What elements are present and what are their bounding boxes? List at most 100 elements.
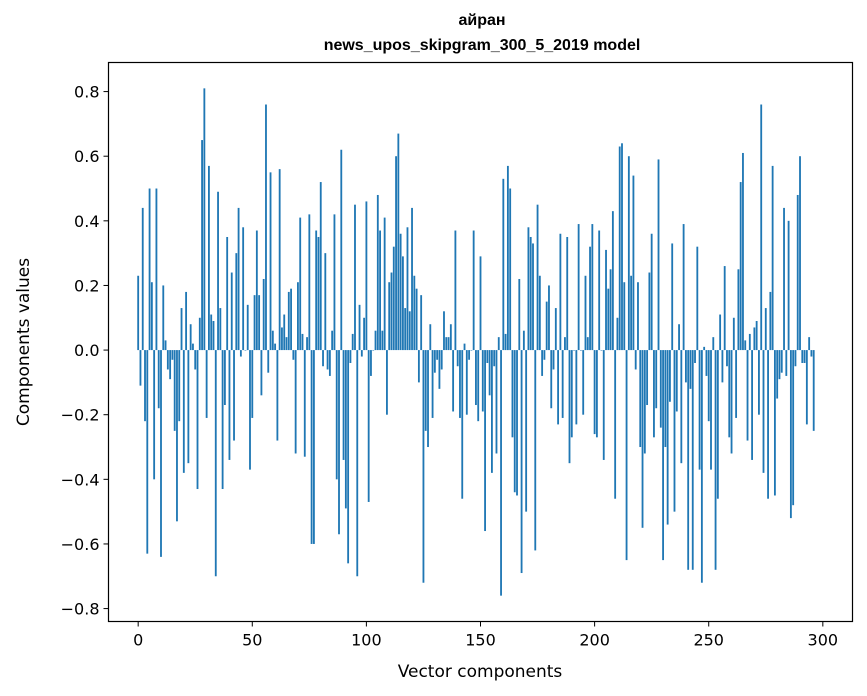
bar-203 [600,350,603,351]
bar-193 [577,224,580,351]
x-tick-label-0: 0 [133,631,143,650]
bar-119 [408,311,411,351]
bar-247 [700,350,703,583]
bar-239 [682,224,685,351]
bar-267 [746,350,749,441]
bar-149 [477,350,480,422]
bar-200 [593,350,596,435]
bar-135 [445,337,448,351]
bar-4 [146,350,149,554]
bar-126 [424,350,427,431]
bar-114 [397,133,400,351]
bar-104 [374,330,377,351]
bar-137 [449,324,452,351]
bar-136 [447,337,450,351]
bar-187 [564,337,566,351]
bar-235 [673,350,676,512]
bar-75 [308,214,311,351]
bar-285 [787,220,790,351]
bar-71 [299,217,302,351]
bar-194 [580,350,582,351]
bar-16 [173,350,176,431]
bar-214 [625,350,628,561]
bar-80 [319,182,322,351]
bar-292 [803,350,806,363]
y-tick-label-7: 0.6 [74,147,99,166]
bar-277 [769,291,772,351]
bar-3 [144,350,146,422]
bar-63 [281,327,283,351]
bars-group [137,88,815,596]
y-tick-label-8: 0.8 [74,83,99,102]
bar-131 [436,350,439,360]
bar-141 [459,350,461,418]
bar-182 [552,350,555,370]
bar-269 [751,350,753,460]
bar-25 [194,350,197,370]
bar-287 [792,350,795,506]
bar-20 [182,350,185,473]
bar-102 [370,350,372,376]
bar-14 [169,350,172,380]
bar-120 [411,207,413,351]
bar-8 [155,188,158,351]
bar-12 [164,340,167,351]
bar-254 [716,350,719,499]
bar-150 [479,256,482,351]
bar-230 [662,350,664,561]
bar-220 [639,350,642,448]
bar-19 [180,308,183,351]
bar-50 [251,350,254,418]
bar-156 [493,350,496,367]
bar-95 [354,204,356,351]
bar-147 [472,230,475,351]
bar-129 [431,350,434,418]
bar-33 [212,321,215,351]
bar-57 [267,350,270,373]
bar-264 [739,182,742,351]
bar-41 [230,272,233,351]
bar-278 [771,165,774,351]
bar-246 [698,350,701,470]
bar-17 [176,350,178,522]
bar-73 [303,350,306,457]
bar-234 [671,243,674,351]
bar-282 [780,350,783,373]
bar-227 [655,350,658,409]
bar-163 [509,188,512,351]
bar-105 [376,194,379,351]
bar-179 [545,301,548,351]
bar-79 [317,236,320,351]
bar-108 [383,217,386,351]
bar-280 [776,350,779,399]
bar-248 [703,346,706,351]
bar-289 [796,194,799,351]
bar-211 [618,146,621,351]
bar-165 [513,350,516,493]
bar-109 [386,350,388,415]
bar-255 [719,314,722,351]
bar-65 [285,337,288,351]
bar-191 [573,350,575,351]
bar-46 [242,227,245,351]
bar-213 [623,282,626,351]
bar-139 [454,230,457,351]
bar-173 [532,243,534,351]
bar-205 [605,249,607,351]
bar-217 [632,175,635,351]
bar-85 [331,330,334,351]
bar-106 [379,230,381,351]
bar-231 [664,350,667,448]
bar-290 [799,156,801,351]
bar-103 [372,350,375,351]
bar-76 [310,350,313,544]
bar-189 [568,350,571,464]
bar-132 [438,350,441,389]
bar-138 [452,350,455,412]
y-tick-label-5: 0.2 [74,276,99,295]
bar-38 [223,350,226,406]
bar-24 [192,343,194,351]
bar-118 [406,227,409,351]
bar-204 [602,350,605,460]
